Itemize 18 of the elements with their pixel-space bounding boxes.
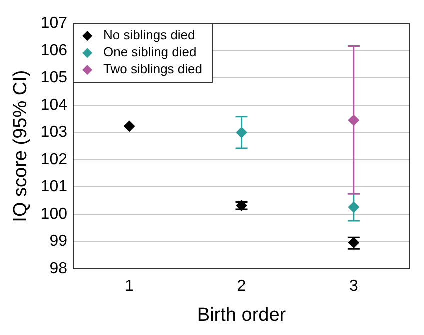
x-tick-label: 2 bbox=[237, 278, 246, 296]
legend-label: Two siblings died bbox=[103, 62, 202, 77]
y-tick-label: 98 bbox=[50, 260, 68, 278]
y-tick-label: 103 bbox=[40, 124, 68, 142]
legend-label: No siblings died bbox=[103, 28, 196, 43]
y-tick-label: 106 bbox=[40, 42, 68, 60]
y-tick-label: 107 bbox=[40, 15, 68, 32]
y-tick-label: 104 bbox=[40, 96, 68, 114]
y-tick-label: 102 bbox=[40, 151, 68, 168]
x-axis-title: Birth order bbox=[197, 304, 287, 326]
y-tick-label: 101 bbox=[40, 178, 68, 196]
y-tick-label: 105 bbox=[40, 70, 68, 87]
legend-label: One sibling died bbox=[103, 44, 197, 60]
y-axis-title: IQ score (95% CI) bbox=[10, 70, 32, 222]
y-tick-label: 99 bbox=[50, 233, 68, 250]
y-tick-label: 100 bbox=[40, 206, 68, 223]
x-tick-label: 3 bbox=[349, 278, 358, 296]
x-tick-label: 1 bbox=[125, 278, 134, 296]
